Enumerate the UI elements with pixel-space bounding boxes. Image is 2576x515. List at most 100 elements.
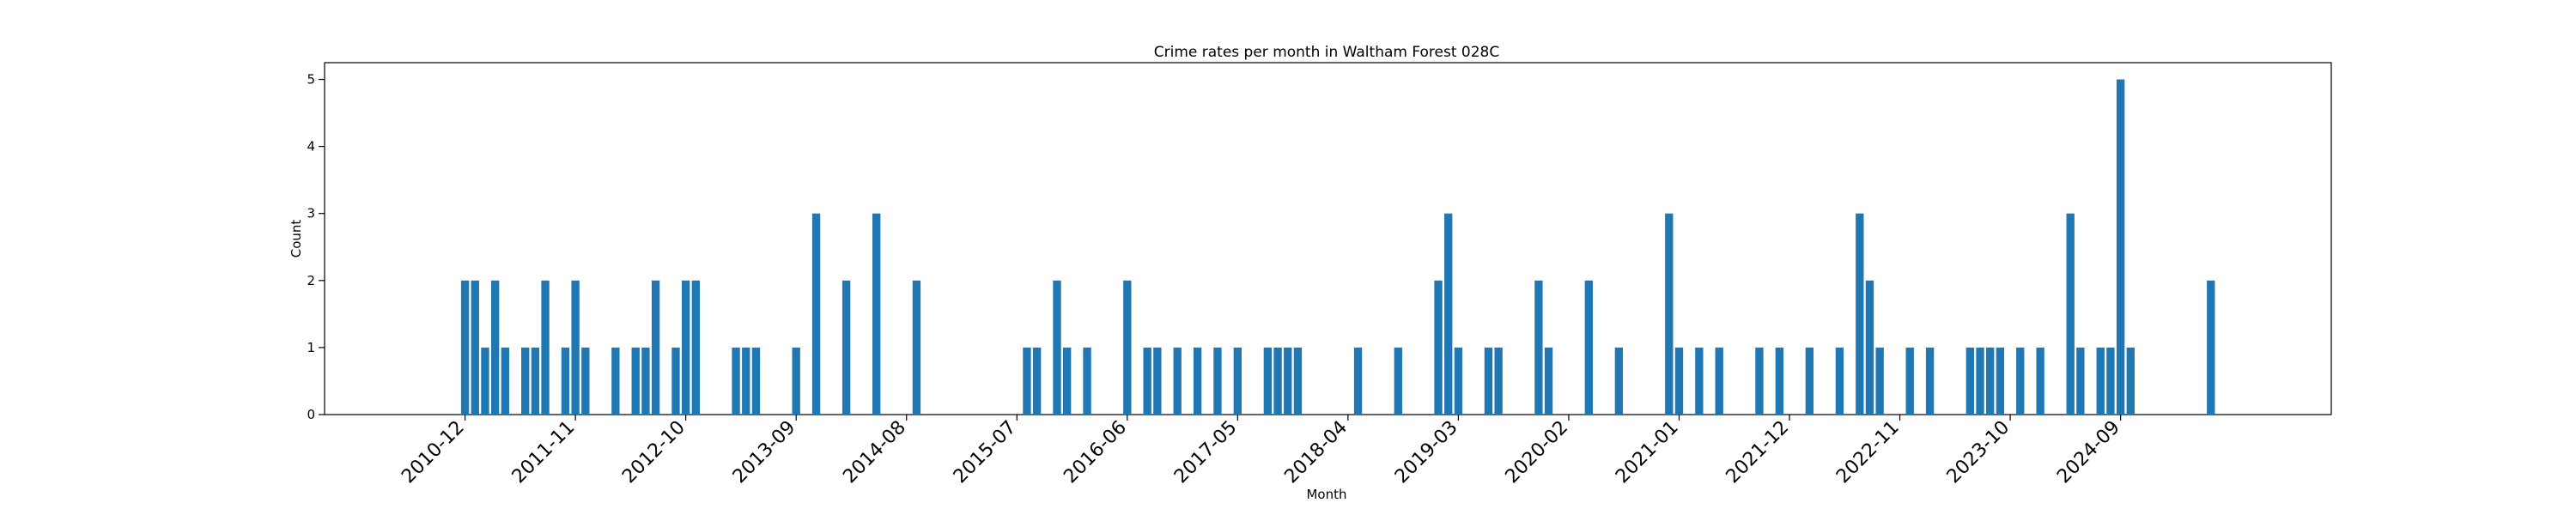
- bar-2012-09: [671, 347, 680, 415]
- bar-2011-06: [521, 347, 530, 415]
- x-tick-label-2024-09: 2024-09: [2053, 417, 2124, 488]
- bar-2022-09: [1875, 347, 1884, 415]
- bar-2011-01: [471, 280, 479, 415]
- bar-2017-03: [1213, 347, 1222, 415]
- bar-2021-03: [1695, 347, 1704, 415]
- bar-2014-09: [912, 280, 921, 415]
- plot-frame: [324, 62, 2332, 415]
- bar-2011-03: [490, 280, 500, 415]
- bar-2013-09: [792, 347, 800, 415]
- bar-2023-06: [1965, 347, 1975, 415]
- y-axis: 0 1 2 3 4 5: [307, 72, 325, 422]
- y-tick-label-5: 5: [307, 72, 315, 88]
- bar-2012-11: [691, 280, 701, 415]
- bar-2022-12: [1905, 347, 1914, 415]
- bar-2022-08: [1865, 280, 1874, 415]
- bar-2019-11: [1534, 280, 1543, 415]
- bar-2019-01: [1434, 280, 1443, 415]
- bar-2019-02: [1444, 213, 1453, 415]
- bar-2021-09: [1755, 347, 1764, 415]
- x-tick-label-2022-11: 2022-11: [1832, 417, 1904, 488]
- bar-2015-12: [1063, 347, 1072, 415]
- bar-2012-05: [631, 347, 640, 415]
- bar-2023-11: [2016, 347, 2025, 415]
- bar-2013-03: [732, 347, 740, 415]
- bar-2024-09: [2116, 79, 2125, 415]
- bar-2015-11: [1053, 280, 1061, 415]
- x-tick-label-2020-02: 2020-02: [1502, 417, 1573, 488]
- bar-2016-06: [1123, 280, 1132, 415]
- chart-title: Crime rates per month in Waltham Forest …: [1154, 44, 1500, 61]
- bar-2021-11: [1775, 347, 1783, 415]
- bar-2013-05: [751, 347, 761, 415]
- bar-2011-10: [561, 347, 570, 415]
- bar-2011-02: [481, 347, 489, 415]
- bar-2011-04: [501, 347, 510, 415]
- bar-2023-09: [1996, 347, 2005, 415]
- x-tick-label-2013-09: 2013-09: [729, 417, 800, 488]
- bar-2013-04: [742, 347, 750, 415]
- bar-2017-01: [1193, 347, 1202, 415]
- bar-2021-05: [1715, 347, 1723, 415]
- bar-2022-02: [1805, 347, 1814, 415]
- x-tick-label-2019-03: 2019-03: [1391, 417, 1462, 488]
- bar-2012-10: [681, 280, 690, 415]
- bar-2024-08: [2106, 347, 2115, 415]
- bar-2017-10: [1284, 347, 1292, 415]
- bar-2010-12: [460, 280, 470, 415]
- x-tick-label-2016-06: 2016-06: [1060, 417, 1131, 488]
- y-tick-label-0: 0: [307, 407, 315, 422]
- y-axis-label: Count: [289, 220, 304, 258]
- bar-2017-11: [1293, 347, 1303, 415]
- bar-2019-07: [1494, 347, 1503, 415]
- bar-2023-07: [1976, 347, 1984, 415]
- x-tick-label-2017-05: 2017-05: [1170, 417, 1242, 488]
- bars-group: [460, 79, 2215, 415]
- bar-2024-01: [2036, 347, 2044, 415]
- bar-2024-07: [2096, 347, 2105, 415]
- x-tick-label-2021-12: 2021-12: [1722, 417, 1794, 488]
- bar-2022-07: [1856, 213, 1864, 415]
- bar-2017-08: [1263, 347, 1273, 415]
- x-tick-label-2023-10: 2023-10: [1943, 417, 2014, 488]
- x-tick-label-2014-08: 2014-08: [839, 417, 910, 488]
- bar-2020-12: [1665, 213, 1674, 415]
- bar-2023-08: [1986, 347, 1995, 415]
- bar-2024-10: [2126, 347, 2135, 415]
- bar-2016-09: [1153, 347, 1162, 415]
- bar-2015-09: [1032, 347, 1042, 415]
- bar-2020-04: [1584, 280, 1593, 415]
- bar-2011-11: [571, 280, 580, 415]
- bar-2012-03: [611, 347, 620, 415]
- x-tick-label-2010-12: 2010-12: [398, 417, 469, 488]
- x-tick-label-2012-10: 2012-10: [618, 417, 690, 488]
- bar-2024-04: [2066, 213, 2075, 415]
- bar-2025-06: [2207, 280, 2215, 415]
- x-tick-label-2011-11: 2011-11: [508, 417, 580, 488]
- bar-2024-05: [2076, 347, 2085, 415]
- bar-2022-05: [1835, 347, 1844, 415]
- bar-2012-06: [641, 347, 650, 415]
- bar-2016-11: [1173, 347, 1182, 415]
- bar-2017-09: [1273, 347, 1282, 415]
- bar-2011-12: [581, 347, 590, 415]
- bar-2018-09: [1394, 347, 1402, 415]
- bar-2015-08: [1023, 347, 1031, 415]
- bar-2020-07: [1614, 347, 1624, 415]
- bar-2019-03: [1454, 347, 1463, 415]
- bar-2017-05: [1233, 347, 1242, 415]
- y-tick-label-3: 3: [307, 206, 315, 221]
- x-axis-label: Month: [1306, 487, 1346, 502]
- bar-2016-02: [1083, 347, 1091, 415]
- y-tick-label-2: 2: [307, 273, 315, 288]
- bar-2014-05: [872, 213, 881, 415]
- bar-2016-08: [1143, 347, 1151, 415]
- bar-2014-02: [841, 280, 851, 415]
- bar-2011-07: [531, 347, 540, 415]
- bar-2021-01: [1674, 347, 1684, 415]
- bar-2018-05: [1353, 347, 1363, 415]
- y-tick-label-1: 1: [307, 340, 315, 355]
- x-tick-label-2015-07: 2015-07: [950, 417, 1021, 488]
- x-axis: 2010-12 2011-11 2012-10 2013-09 2014-08 2015-…: [398, 415, 2124, 488]
